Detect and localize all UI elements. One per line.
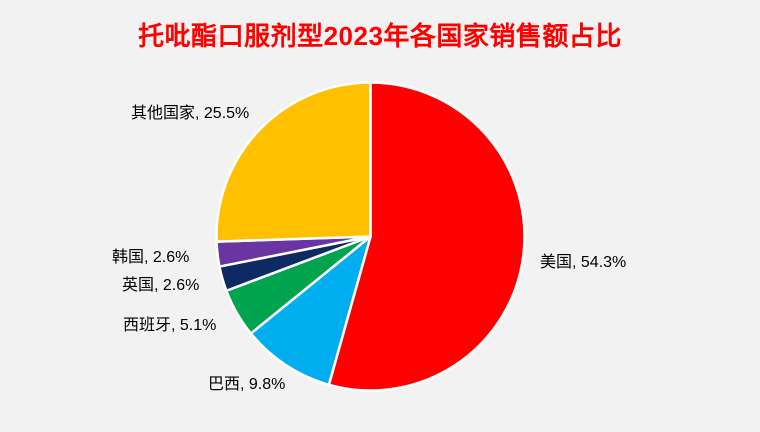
pie-slice-美国 bbox=[327, 81, 526, 392]
slice-label-usa: 美国, 54.3% bbox=[540, 254, 627, 271]
chart-title: 托吡酯口服剂型2023年各国家销售额占比 bbox=[138, 21, 622, 51]
slice-label-spain: 西班牙, 5.1% bbox=[123, 317, 217, 334]
slice-label-brazil: 巴西, 9.8% bbox=[208, 376, 286, 393]
pie-slice-其他国家 bbox=[215, 81, 372, 243]
slice-label-korea: 韩国, 2.6% bbox=[112, 249, 190, 266]
pie-slice-巴西 bbox=[249, 235, 372, 387]
slice-label-other-countries: 其他国家, 25.5% bbox=[131, 105, 250, 122]
slice-label-uk: 英国, 2.6% bbox=[122, 277, 200, 294]
